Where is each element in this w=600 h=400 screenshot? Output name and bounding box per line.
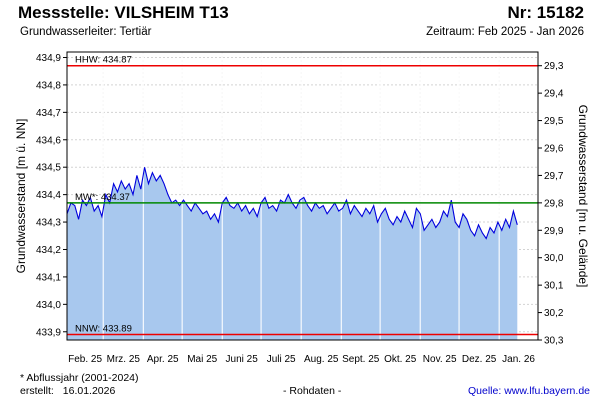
y-tick-label-left: 434,8 xyxy=(36,80,61,91)
x-tick-label: Dez. 25 xyxy=(462,354,497,365)
y-tick-label-left: 434,9 xyxy=(36,53,61,64)
footnote: * Abflussjahr (2001-2024) xyxy=(20,372,139,384)
y-axis-label-right: Grundwasserstand [m u. Gelände] xyxy=(576,105,590,288)
source-info: Quelle: www.lfu.bayern.de xyxy=(468,385,590,397)
y-tick-label-left: 434,0 xyxy=(36,300,61,311)
y-tick-label-left: 434,6 xyxy=(36,135,61,146)
y-ticks-right: 29,3 29,4 29,5 29,6 29,7 29,8 29,9 30,0 30,1 30,2… xyxy=(538,61,564,347)
y-tick-label-right: 30,0 xyxy=(544,253,564,264)
x-tick-label: Jan. 26 xyxy=(502,354,535,365)
aquifer-label: Grundwasserleiter: Tertiär xyxy=(20,26,152,38)
reference-line-label: NNW: 433.89 xyxy=(75,324,132,335)
reference-line-label: HHW: 434.87 xyxy=(75,55,132,66)
y-tick-label-right: 29,3 xyxy=(544,61,564,72)
y-tick-label-left: 434,5 xyxy=(36,163,61,174)
y-tick-label-right: 29,4 xyxy=(544,89,564,100)
x-tick-label: Sept. 25 xyxy=(342,354,380,365)
x-tick-label: Apr. 25 xyxy=(147,354,179,365)
x-tick-label: Feb. 25 xyxy=(68,354,102,365)
x-tick-label: Mai 25 xyxy=(187,354,217,365)
x-ticks: Feb. 25 Mrz. 25 Apr. 25 Mai 25 Juni 25 Juli 2… xyxy=(68,354,535,365)
created-date: 16.01.2026 xyxy=(62,385,116,397)
y-axis-label-left: Grundwasserstand [m ü. NN] xyxy=(14,119,28,274)
source-label: Quelle: xyxy=(468,385,502,397)
raw-data-note: - Rohdaten - xyxy=(283,385,342,397)
reference-line-label: MW*: 434.37 xyxy=(75,192,130,203)
station-number: Nr: 15182 xyxy=(507,3,584,22)
plot-frame xyxy=(66,51,539,341)
y-tick-label-left: 433,9 xyxy=(36,327,61,338)
y-tick-label-right: 30,1 xyxy=(544,281,564,292)
y-tick-label-right: 29,8 xyxy=(544,198,564,209)
y-ticks-left: 433,9 434,0 434,1 434,2 434,3 434,4 434,5 434,6… xyxy=(36,53,67,338)
x-tick-label: Juli 25 xyxy=(267,354,296,365)
y-tick-label-left: 434,2 xyxy=(36,245,61,256)
period-caption: Zeitraum: xyxy=(426,26,475,38)
y-tick-label-left: 434,4 xyxy=(36,190,61,201)
y-tick-label-right: 29,7 xyxy=(544,171,564,182)
period-label: Zeitraum: Feb 2025 - Jan 2026 xyxy=(426,26,584,38)
x-tick-label: Okt. 25 xyxy=(384,354,417,365)
y-tick-label-right: 29,6 xyxy=(544,144,564,155)
page-title: Messstelle: VILSHEIM T13 xyxy=(18,3,229,22)
y-tick-label-right: 30,3 xyxy=(544,336,564,347)
y-tick-label-left: 434,3 xyxy=(36,218,61,229)
x-tick-label: Juni 25 xyxy=(226,354,259,365)
y-tick-label-right: 29,5 xyxy=(544,116,564,127)
y-tick-label-left: 434,7 xyxy=(36,108,61,119)
x-tick-label: Nov. 25 xyxy=(423,354,457,365)
reference-lines: HHW: 434.87 MW*: 434.37 NNW: 433.89 xyxy=(67,55,538,336)
month-separators xyxy=(102,52,500,340)
y-tick-label-right: 29,9 xyxy=(544,226,564,237)
period-value: Feb 2025 - Jan 2026 xyxy=(477,26,584,38)
y-tick-label-left: 434,1 xyxy=(36,272,61,283)
y-tick-label-right: 30,2 xyxy=(544,308,564,319)
created-label: erstellt: xyxy=(20,385,54,397)
x-tick-label: Aug. 25 xyxy=(304,354,339,365)
source-link[interactable]: www.lfu.bayern.de xyxy=(504,385,590,397)
x-tick-label: Mrz. 25 xyxy=(107,354,141,365)
created-info: erstellt: 16.01.2026 xyxy=(20,385,121,397)
water-level-area xyxy=(67,167,518,340)
